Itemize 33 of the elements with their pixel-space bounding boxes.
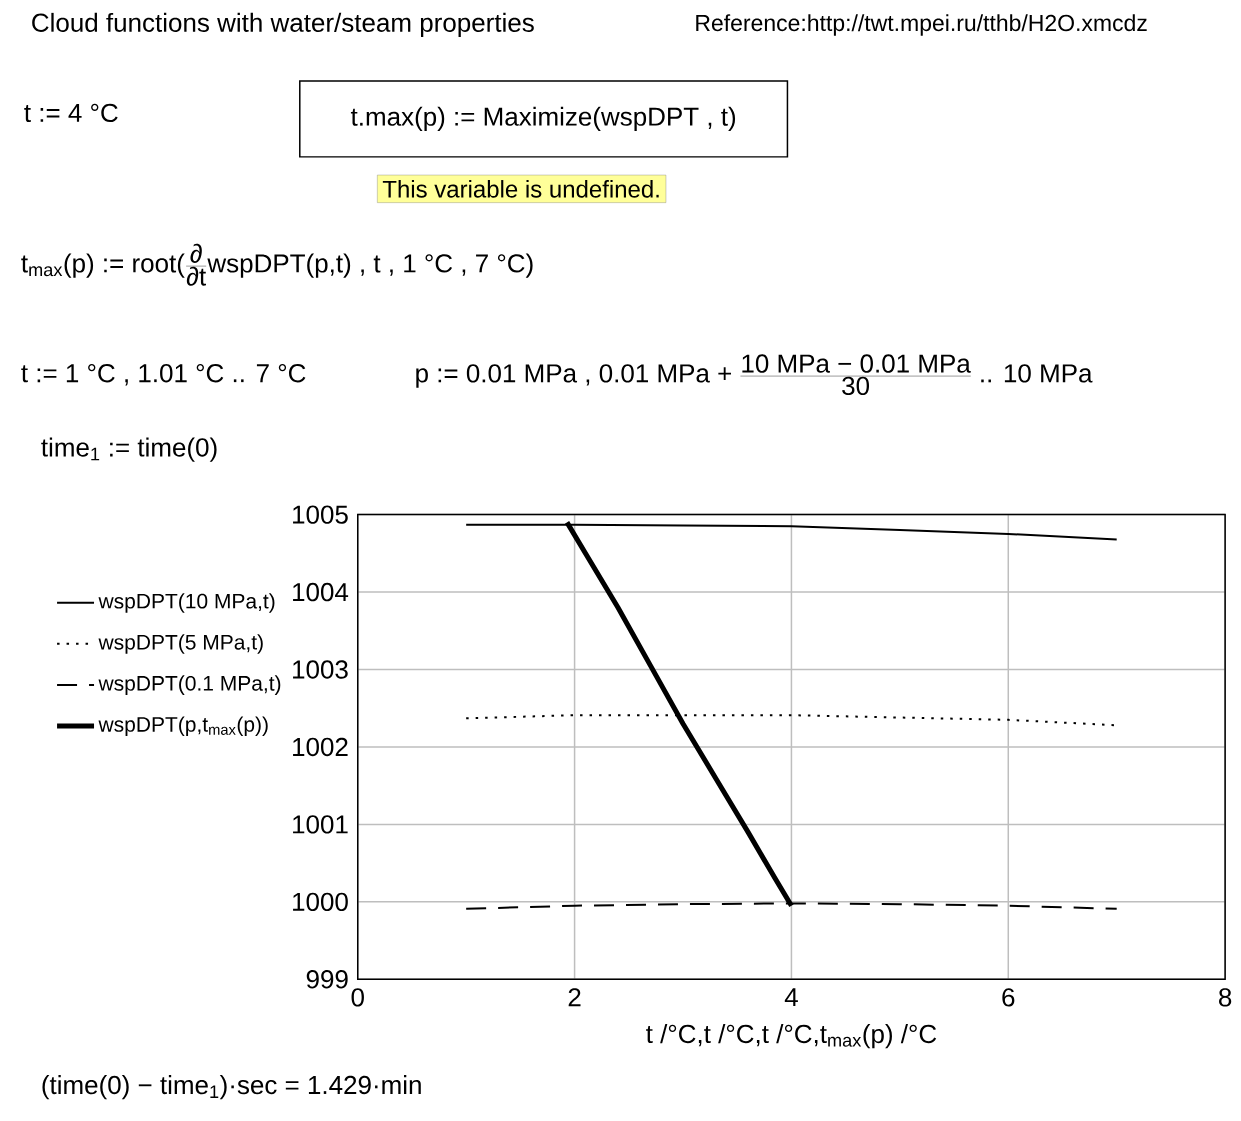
text: This variable is undefined. bbox=[382, 179, 659, 198]
x-tick-label: 6 bbox=[1002, 988, 1015, 1007]
y-tick-label: 1000 bbox=[293, 892, 348, 911]
y-tick-label: 1004 bbox=[293, 582, 349, 602]
text: 10 MPa − 0.01 MPa bbox=[742, 354, 971, 373]
legend-label: wspDPT(5 MPa,t) bbox=[98, 634, 263, 654]
y-tick-label: 999 bbox=[306, 969, 348, 989]
legend-label: wspDPT(0.1 MPa,t) bbox=[98, 675, 281, 695]
text: 30 bbox=[842, 376, 870, 395]
text: p := 0.01 MPa , 0.01 MPa + bbox=[416, 364, 731, 388]
text: t := 4 °C bbox=[24, 103, 118, 123]
x-tick-label: 0 bbox=[351, 988, 364, 1007]
text: ∂ bbox=[190, 243, 202, 263]
x-axis-title: t /°C,t /°C,t /°C,t$_{max}$(p) /°C bbox=[646, 1023, 937, 1049]
y-tick-label: 1002 bbox=[293, 737, 348, 757]
text: time$_{1}$ := time(0) bbox=[41, 437, 217, 462]
text: ∂t bbox=[186, 266, 207, 286]
x-tick-label: 2 bbox=[568, 988, 581, 1007]
y-tick-label: 1003 bbox=[293, 660, 348, 679]
x-tick-label: 4 bbox=[784, 988, 798, 1006]
text: t$_{max}$(p) := root( bbox=[21, 253, 185, 278]
y-tick-label: 1001 bbox=[293, 815, 348, 834]
text: .. 10 MPa bbox=[981, 364, 1093, 383]
x-tick-label: 8 bbox=[1219, 988, 1232, 1007]
legend-label: wspDPT(p,t$_{max}$(p)) bbox=[98, 716, 268, 736]
y-tick-label: 1005 bbox=[293, 505, 348, 524]
text: t := 1 °C , 1.01 °C .. 7 °C bbox=[21, 363, 306, 386]
text: Reference:http://twt.mpei.ru/tthb/H2O.xmcdz bbox=[696, 14, 1147, 36]
text: (time(0) − time$_{1}$)·sec = 1.429·min bbox=[42, 1075, 421, 1100]
text: t.max(p) := Maximize(wspDPT , t) bbox=[350, 106, 736, 131]
legend-label: wspDPT(10 MPa,t) bbox=[98, 593, 275, 613]
chart-title: Cloud functions with water/steam properties bbox=[32, 12, 534, 37]
text: wspDPT(p,t) , t , 1 °C , 7 °C) bbox=[207, 253, 533, 278]
